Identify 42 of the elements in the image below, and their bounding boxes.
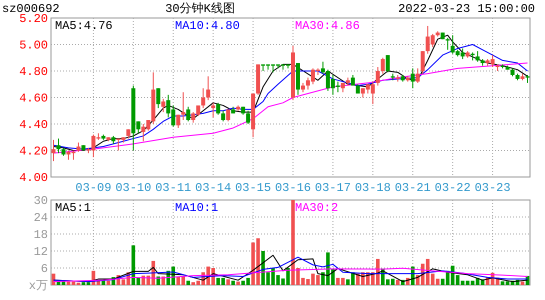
x-tick-label: 03-10 xyxy=(115,181,152,195)
y-tick-label: x万 xyxy=(28,279,48,293)
text: MA30:4.86 xyxy=(295,19,360,33)
x-tick-label: 03-15 xyxy=(235,181,272,195)
text: MA10:4.80 xyxy=(175,19,240,33)
x-tick-label: 03-22 xyxy=(434,181,471,195)
y-tick-label: 4.20 xyxy=(19,144,48,158)
bar xyxy=(52,274,56,285)
x-tick-label: 03-21 xyxy=(394,181,431,195)
bar xyxy=(520,282,524,285)
x-tick-label: 03-16 xyxy=(274,181,312,195)
bar xyxy=(186,280,190,285)
y-tick-label: 4.80 xyxy=(19,65,48,79)
y-tick-label: 30 xyxy=(34,194,48,208)
x-tick-label: 03-23 xyxy=(474,181,511,195)
chart-title: 30分钟K线图 xyxy=(165,2,235,16)
y-tick-label: 18 xyxy=(34,228,48,242)
y-tick-label: 4.60 xyxy=(19,92,48,106)
x-tick-label: 03-09 xyxy=(75,181,112,195)
y-tick-label: 12 xyxy=(34,245,48,259)
chart-subtitle: 2022-03-23 15:00:00 xyxy=(398,2,535,16)
x-tick-label: 03-11 xyxy=(155,181,192,195)
bar xyxy=(106,280,110,285)
y-tick-label: 4.00 xyxy=(19,171,48,185)
bar xyxy=(236,282,240,285)
text: MA10:1 xyxy=(175,201,218,215)
bar xyxy=(396,280,400,285)
y-tick-label: 24 xyxy=(34,211,48,225)
line-series xyxy=(52,62,528,154)
x-tick-label: 03-17 xyxy=(314,181,351,195)
y-tick-label: 6 xyxy=(40,262,48,276)
text: MA5:4.76 xyxy=(55,19,113,33)
y-tick-label: 5.00 xyxy=(19,38,48,52)
bar xyxy=(231,280,235,285)
bar xyxy=(226,279,230,285)
y-tick-label: 4.40 xyxy=(19,118,48,132)
x-tick-label: 03-18 xyxy=(354,181,391,195)
text: MA30:2 xyxy=(295,201,338,215)
text: MA5:1 xyxy=(55,201,92,215)
x-tick-label: 03-14 xyxy=(195,181,232,195)
line-series xyxy=(52,268,528,282)
y-tick-label: 5.20 xyxy=(19,12,48,26)
